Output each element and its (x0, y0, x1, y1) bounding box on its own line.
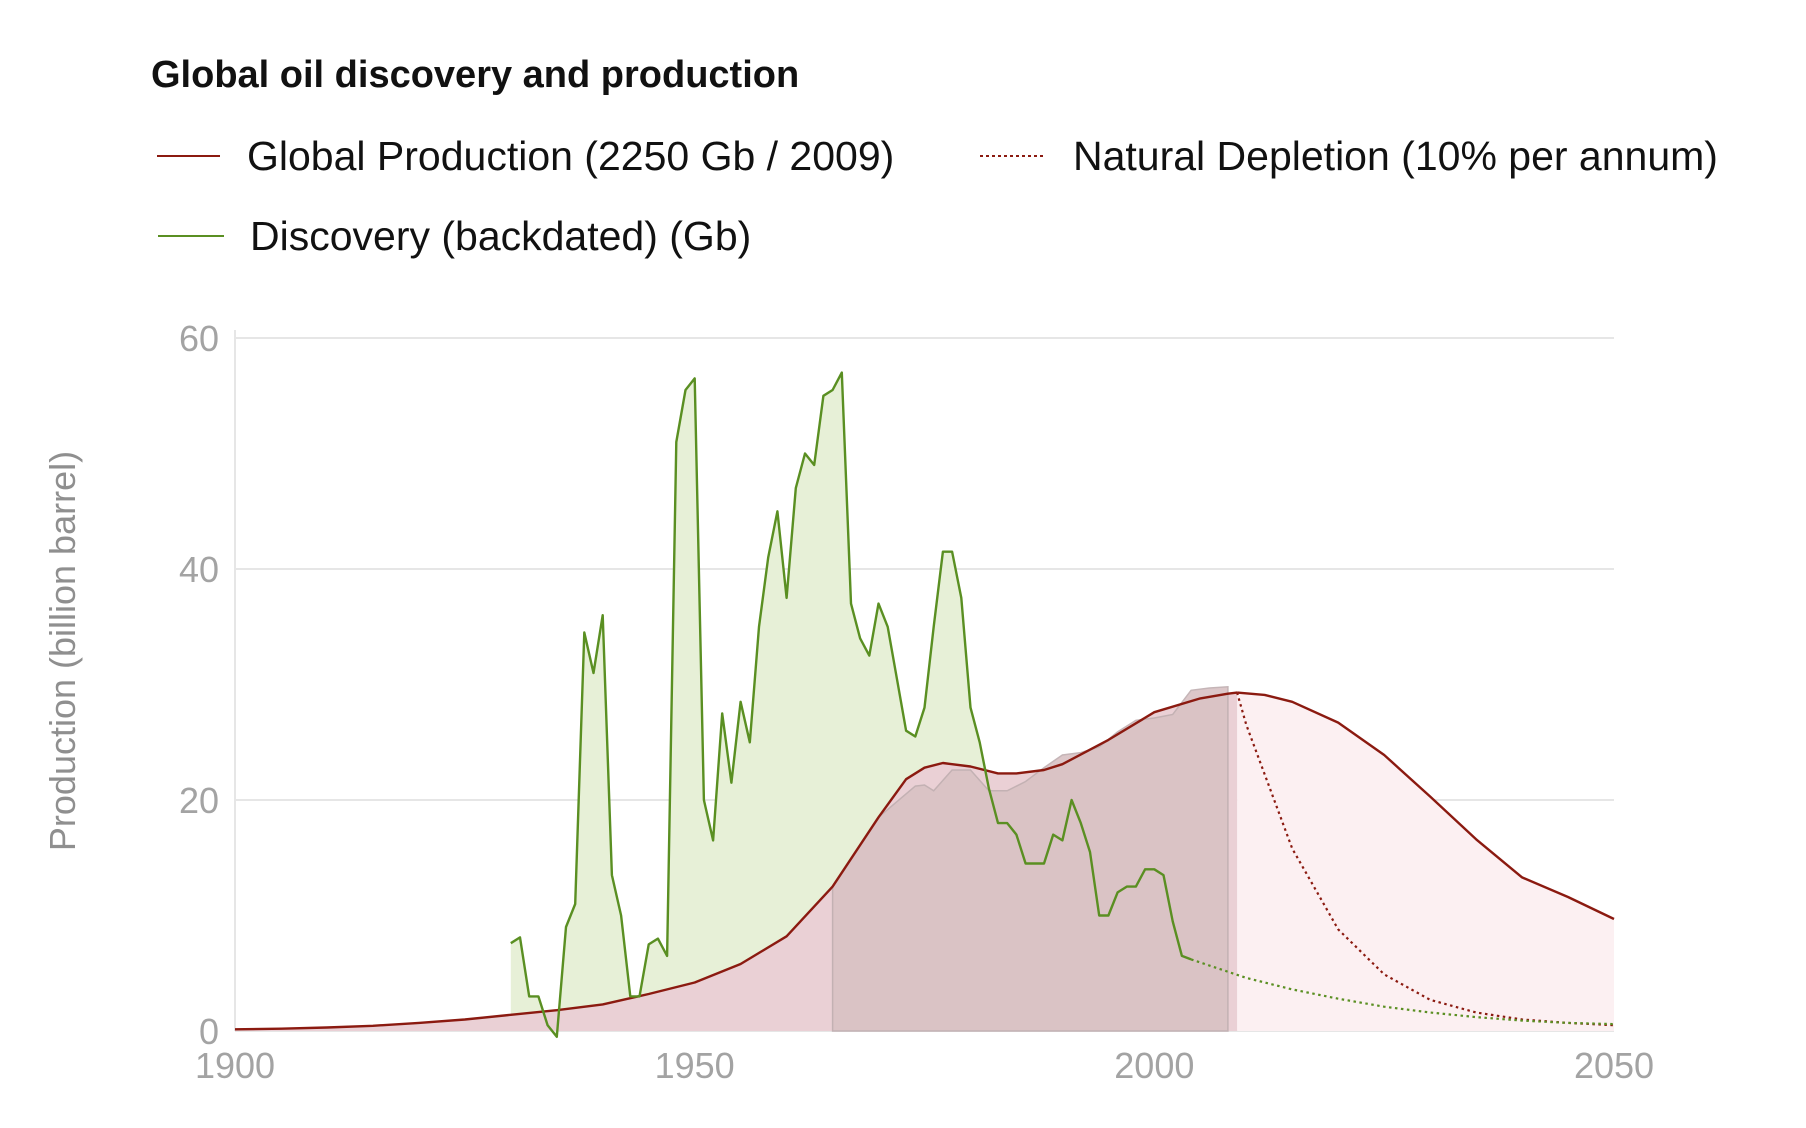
x-tick-label: 1950 (655, 1045, 735, 1086)
y-tick-label: 60 (179, 318, 219, 359)
x-tick-label: 1900 (195, 1045, 275, 1086)
legend-item-depletion: Natural Depletion (10% per annum) (980, 133, 1718, 179)
legend-item-production: Global Production (2250 Gb / 2009) (157, 133, 894, 179)
y-axis-ticks: 0 20 40 60 (179, 318, 219, 1052)
x-axis-ticks: 1900 1950 2000 2050 (195, 1045, 1654, 1086)
discovery-projection-line (1190, 958, 1615, 1026)
y-tick-label: 40 (179, 549, 219, 590)
legend-label-discovery: Discovery (backdated) (Gb) (250, 213, 751, 259)
x-tick-label: 2000 (1114, 1045, 1194, 1086)
legend-label-depletion: Natural Depletion (10% per annum) (1073, 133, 1718, 179)
chart-title: Global oil discovery and production (151, 54, 799, 96)
series-lines (234, 371, 1615, 1038)
discovery-line (510, 371, 1192, 1038)
y-tick-label: 0 (199, 1011, 219, 1052)
production-envelope-area (831, 685, 1229, 1032)
y-tick-label: 20 (179, 780, 219, 821)
legend: Global Production (2250 Gb / 2009) Natur… (157, 133, 1718, 259)
production-projection-line (1237, 691, 1615, 921)
production-line (234, 691, 1238, 1031)
y-axis-label: Production (billion barrel) (42, 451, 83, 851)
legend-item-discovery: Discovery (backdated) (Gb) (158, 213, 751, 259)
production-projection-area (1237, 692, 1614, 1031)
legend-label-production: Global Production (2250 Gb / 2009) (247, 133, 894, 179)
x-tick-label: 2050 (1574, 1045, 1654, 1086)
